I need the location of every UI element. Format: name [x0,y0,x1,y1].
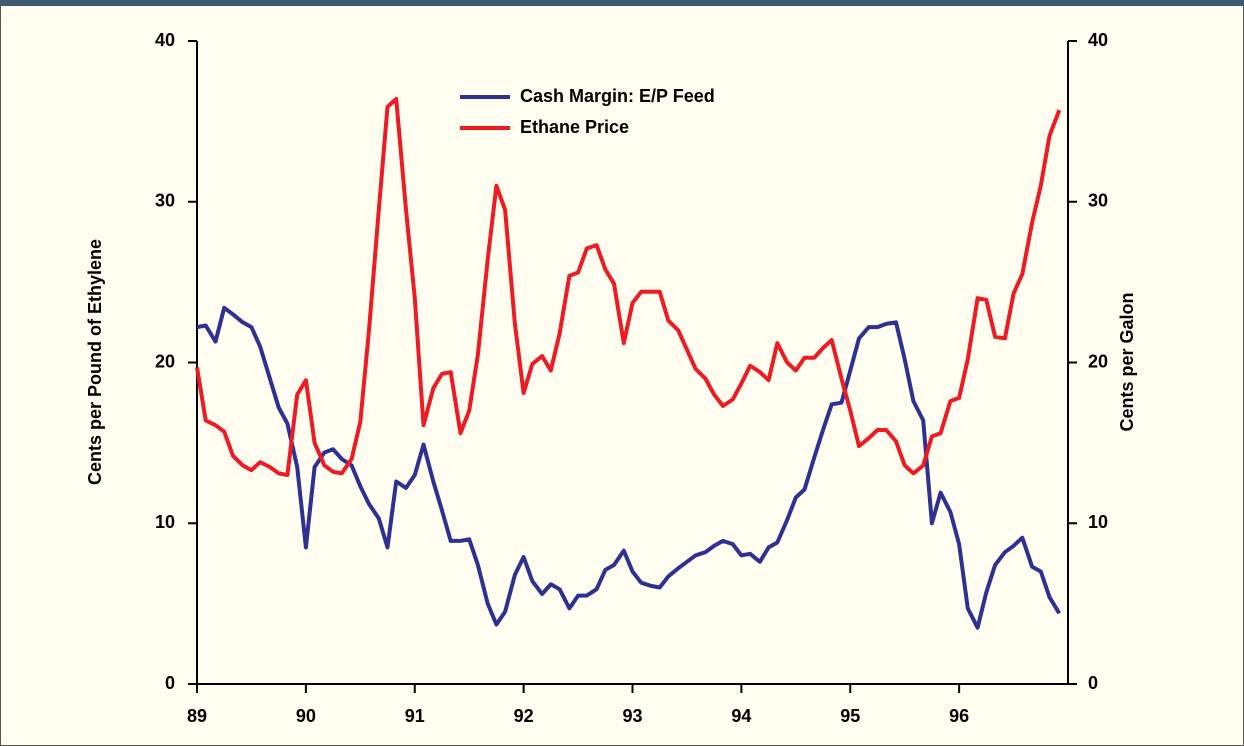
line-series [195,96,1062,477]
y2-tick-label: 10 [1088,512,1108,532]
x-tick-label: 89 [187,706,207,726]
y-tick-label: 20 [155,351,175,371]
x-tick-label: 91 [405,706,425,726]
y-tick-label: 40 [155,30,175,50]
y2-tick-label: 0 [1088,673,1098,693]
y2-tick-label: 20 [1088,351,1108,371]
y2-tick-label: 30 [1088,191,1108,211]
x-tick-label: 93 [622,706,642,726]
top-band [0,0,1244,6]
x-tick-label: 94 [731,706,751,726]
y-tick-label: 10 [155,512,175,532]
legend-label: Ethane Price [520,117,629,137]
y-axis-title: Cents per Pound of Ethylene [85,239,105,485]
legend-label: Cash Margin: E/P Feed [520,86,715,106]
y-tick-label: 30 [155,191,175,211]
x-tick-label: 95 [840,706,860,726]
y-tick-label: 0 [165,673,175,693]
y2-tick-label: 40 [1088,30,1108,50]
x-tick-label: 96 [949,706,969,726]
x-tick-label: 90 [296,706,316,726]
y2-axis-title: Cents per Galon [1117,292,1137,431]
x-tick-label: 92 [514,706,534,726]
line-series [196,305,1062,630]
